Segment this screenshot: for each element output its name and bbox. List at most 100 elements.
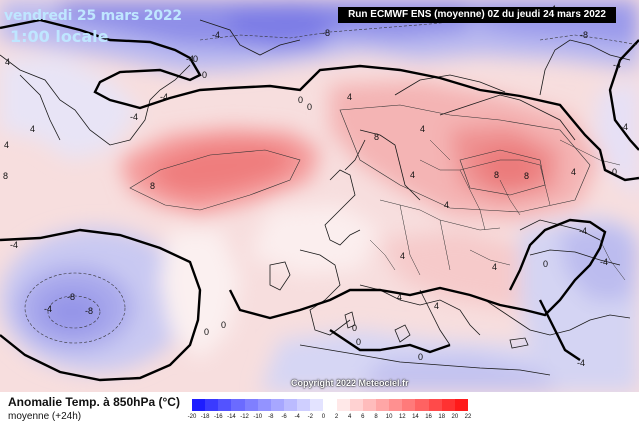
color-scale-tick: -6 <box>281 414 287 420</box>
color-scale-tick: -4 <box>294 414 300 420</box>
color-scale-tick: 10 <box>385 414 393 420</box>
cold-contours <box>24 19 639 344</box>
contour-label: -8 <box>85 306 93 316</box>
color-scale-swatch <box>441 399 455 411</box>
color-scale-swatch <box>218 399 232 411</box>
color-scale-swatch <box>336 399 350 411</box>
color-scale-swatch <box>310 399 324 411</box>
contour-label: 4 <box>400 251 405 261</box>
contour-label: 4 <box>30 124 35 134</box>
color-scale-tick: -8 <box>268 414 274 420</box>
contour-label: 4 <box>5 57 10 67</box>
contour-label: -4 <box>577 358 585 368</box>
color-scale-swatch <box>283 399 298 411</box>
contour-label: -4 <box>10 240 18 250</box>
contour-label: -4 <box>130 112 138 122</box>
color-scale-swatch <box>375 399 390 411</box>
color-scale-tick: 4 <box>348 414 352 420</box>
anomaly-field <box>0 0 639 392</box>
contour-label: 4 <box>492 262 497 272</box>
color-scale-tick: 20 <box>451 414 459 420</box>
contour-label: 8 <box>150 181 155 191</box>
contour-label: 4 <box>571 167 576 177</box>
contour-label: 8 <box>524 171 529 181</box>
contour-label: -4 <box>186 54 194 64</box>
color-scale-tick: -10 <box>253 414 263 420</box>
warm-contours <box>129 104 591 213</box>
contour-label: 0 <box>307 102 312 112</box>
contour-label: -4 <box>579 226 587 236</box>
contour-label: -4 <box>613 60 621 70</box>
contour-label: 0 <box>193 54 198 64</box>
contour-label: 8 <box>374 132 379 142</box>
contour-label: -8 <box>67 292 75 302</box>
contour-label: 4 <box>397 292 402 302</box>
contour-label: 0 <box>418 352 423 362</box>
contour-label: -4 <box>620 122 628 132</box>
temperature-anomaly-map: -8-8-4-4-400-4-4-4004488448840440-4-4-8-… <box>0 0 639 392</box>
color-scale-tick: 14 <box>412 414 419 420</box>
color-scale-swatch <box>349 399 363 411</box>
color-scale-tick: -12 <box>240 414 249 420</box>
legend-subtitle: moyenne (+24h) <box>8 411 82 422</box>
color-scale <box>192 399 468 411</box>
contour-label: -4 <box>44 304 52 314</box>
color-scale-swatch <box>205 399 219 411</box>
contour-label: 4 <box>4 140 9 150</box>
color-scale-swatch <box>297 399 311 411</box>
color-scale-swatch <box>323 399 337 411</box>
contour-label: -4 <box>212 30 220 40</box>
color-scale-labels: -20 -18 -16 -14 -12 -10 -8 -6 -4 -2 0 2 4 6 8 10 12 14 16 1… <box>188 414 480 424</box>
contour-label: 0 <box>356 337 361 347</box>
color-scale-swatch <box>244 399 258 411</box>
color-scale-tick: 8 <box>374 414 378 420</box>
contour-label: 0 <box>352 323 357 333</box>
contour-label: 4 <box>410 170 415 180</box>
color-scale-swatch <box>428 399 442 411</box>
color-scale-swatch <box>270 399 284 411</box>
legend-title: Anomalie Temp. à 850hPa (°C) <box>8 395 180 409</box>
color-scale-tick: 16 <box>425 414 432 420</box>
contour-label: 0 <box>543 259 548 269</box>
zero-contours <box>0 18 639 382</box>
color-scale-tick: -14 <box>227 414 236 420</box>
run-info-banner: Run ECMWF ENS (moyenne) 0Z du jeudi 24 m… <box>338 7 616 23</box>
color-scale-tick: 2 <box>334 414 339 420</box>
color-scale-swatch <box>454 399 468 411</box>
contour-label: 0 <box>204 327 209 337</box>
contour-label: 0 <box>298 95 303 105</box>
contour-label: 0 <box>202 70 207 80</box>
contour-label: 8 <box>494 170 499 180</box>
color-scale-swatch <box>231 399 245 411</box>
copyright-notice: Copyright 2022 Meteociel.fr <box>291 378 409 388</box>
color-scale-tick: -18 <box>200 414 210 420</box>
color-scale-tick: 18 <box>438 414 446 420</box>
contour-label: 4 <box>444 200 449 210</box>
contour-label: 0 <box>221 320 226 330</box>
color-scale-swatch <box>192 399 206 411</box>
contour-label: 8 <box>3 171 8 181</box>
contour-label: -8 <box>580 30 588 40</box>
color-scale-swatch <box>402 399 416 411</box>
contour-label: 4 <box>420 124 425 134</box>
contour-labels: -8-8-4-4-400-4-4-4004488448840440-4-4-8-… <box>3 4 628 368</box>
color-scale-tick: 6 <box>361 414 365 420</box>
color-scale-tick: -2 <box>307 414 313 420</box>
forecast-date: vendredi 25 mars 2022 <box>4 8 182 24</box>
contour-label: -4 <box>600 257 608 267</box>
color-scale-swatch <box>389 399 403 411</box>
forecast-time: 1:00 locale <box>10 27 109 46</box>
color-scale-tick: 22 <box>464 414 472 420</box>
contour-label: 4 <box>434 301 439 311</box>
color-scale-tick: -16 <box>213 414 223 420</box>
color-scale-tick: 0 <box>321 414 326 420</box>
borders <box>369 139 626 281</box>
contour-label: 0 <box>612 167 617 177</box>
color-scale-tick: 12 <box>398 414 406 420</box>
contour-label: 4 <box>347 92 352 102</box>
contour-label: -8 <box>322 28 330 38</box>
color-scale-swatch <box>362 399 376 411</box>
color-scale-tick: -20 <box>187 414 197 420</box>
color-scale-swatch <box>415 399 429 411</box>
